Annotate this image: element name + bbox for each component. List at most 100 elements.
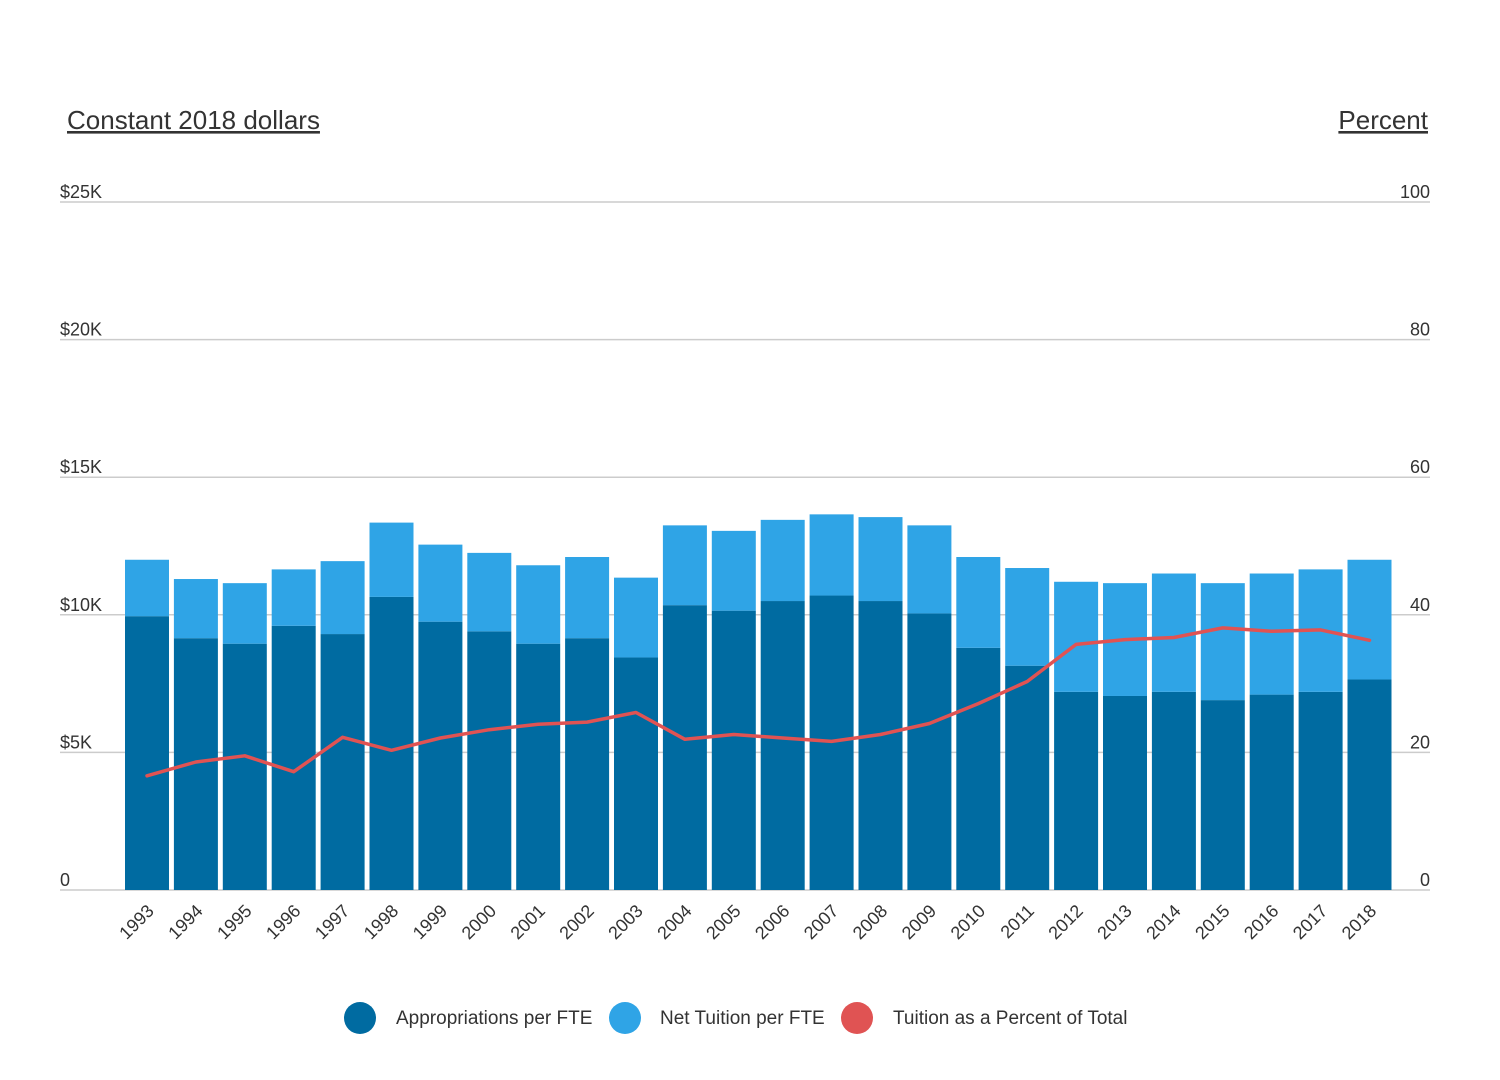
- x-tick-label: 2018: [1338, 901, 1380, 943]
- x-tick-label: 2007: [800, 901, 842, 943]
- bar-net-tuition: [173, 579, 218, 639]
- series-line-tuition-percent: [145, 626, 1372, 778]
- legend-label: Appropriations per FTE: [396, 1008, 592, 1029]
- bar-appropriations: [1151, 691, 1196, 890]
- bar-appropriations: [271, 625, 316, 890]
- legend-swatch: [841, 1002, 873, 1034]
- bar-net-tuition: [1249, 573, 1294, 695]
- legend-label: Tuition as a Percent of Total: [893, 1008, 1127, 1029]
- x-tick-label: 2004: [653, 901, 695, 943]
- bar-net-tuition: [467, 552, 512, 632]
- bar-appropriations: [1347, 679, 1392, 890]
- bar-appropriations: [1298, 691, 1343, 890]
- bar-net-tuition: [565, 557, 610, 639]
- bar-net-tuition: [222, 583, 267, 644]
- x-tick-label: 2012: [1044, 901, 1086, 943]
- legend: Appropriations per FTE Net Tuition per FT…: [344, 1002, 1127, 1034]
- x-tick-label: 1995: [213, 901, 255, 943]
- bar-net-tuition: [858, 517, 903, 602]
- x-tick-label: 2000: [458, 901, 500, 943]
- x-tick-label: 2010: [947, 901, 989, 943]
- x-tick-label: 2009: [898, 901, 940, 943]
- x-tick-label: 1993: [115, 901, 157, 943]
- bar-net-tuition: [662, 525, 707, 606]
- right-tick-label: 40: [1410, 595, 1430, 615]
- bar-net-tuition: [1200, 583, 1245, 701]
- right-axis-title: Percent: [1338, 105, 1428, 135]
- legend-swatch: [609, 1002, 641, 1034]
- x-tick-label: 1994: [164, 901, 206, 943]
- x-tick-label: 2017: [1289, 901, 1331, 943]
- legend-swatch: [344, 1002, 376, 1034]
- bar-net-tuition: [1347, 559, 1392, 680]
- right-tick-label: 20: [1410, 732, 1430, 752]
- bar-appropriations: [907, 613, 952, 890]
- bar-net-tuition: [271, 569, 316, 626]
- bar-appropriations: [858, 601, 903, 890]
- bar-appropriations: [760, 601, 805, 890]
- x-tick-label: 1998: [360, 901, 402, 943]
- bar-appropriations: [1103, 695, 1147, 890]
- bar-net-tuition: [369, 522, 414, 597]
- bar-net-tuition: [125, 559, 169, 617]
- legend-label: Net Tuition per FTE: [660, 1008, 825, 1029]
- left-tick-label: 0: [60, 870, 70, 890]
- x-tick-label: 2005: [702, 901, 744, 943]
- x-tick-label: 2006: [751, 901, 793, 943]
- left-tick-label: $25K: [60, 182, 102, 202]
- bar-appropriations: [222, 643, 267, 890]
- right-tick-label: 60: [1410, 457, 1430, 477]
- bar-appropriations: [467, 631, 512, 890]
- axis-ticks: 0 0 $5K 20 $10K 40 $15K 60 $20K 80 $25K 100: [60, 182, 1430, 890]
- bar-appropriations: [1249, 694, 1294, 890]
- bar-appropriations: [369, 596, 414, 890]
- bar-appropriations: [614, 657, 658, 890]
- bar-appropriations: [662, 605, 707, 890]
- x-tick-label: 2013: [1093, 901, 1135, 943]
- bar-appropriations: [956, 647, 1001, 890]
- bar-net-tuition: [516, 565, 561, 644]
- x-axis-labels: 1993 1994 1995 1996 1997 1998 1999 2000 2001 2002…: [115, 901, 1380, 943]
- bar-net-tuition: [1005, 568, 1050, 666]
- x-tick-label: 2001: [507, 901, 549, 943]
- bar-appropriations: [418, 621, 463, 890]
- x-tick-label: 2015: [1191, 901, 1233, 943]
- bar-net-tuition: [809, 514, 854, 596]
- x-tick-label: 1999: [409, 901, 451, 943]
- x-tick-label: 2016: [1240, 901, 1282, 943]
- bar-net-tuition: [711, 530, 756, 611]
- bar-appropriations: [1200, 700, 1245, 890]
- right-tick-label: 80: [1410, 320, 1430, 340]
- bar-net-tuition: [614, 577, 658, 658]
- bar-appropriations: [320, 634, 365, 890]
- bar-appropriations: [125, 616, 169, 890]
- x-tick-label: 2003: [604, 901, 646, 943]
- bar-net-tuition: [418, 544, 463, 622]
- left-tick-label: $20K: [60, 320, 102, 340]
- bar-net-tuition: [956, 557, 1001, 648]
- bar-appropriations: [565, 638, 610, 890]
- bars: [125, 514, 1392, 890]
- percent-line-group: [145, 626, 1372, 778]
- x-tick-label: 2002: [555, 901, 597, 943]
- bar-net-tuition: [1151, 573, 1196, 692]
- x-tick-label: 2008: [849, 901, 891, 943]
- bar-net-tuition: [907, 525, 952, 614]
- left-tick-label: $10K: [60, 595, 102, 615]
- bar-net-tuition: [320, 561, 365, 635]
- bar-net-tuition: [1054, 581, 1099, 692]
- bar-net-tuition: [760, 519, 805, 602]
- x-tick-label: 2014: [1142, 901, 1184, 943]
- right-tick-label: 0: [1420, 870, 1430, 890]
- right-tick-label: 100: [1400, 182, 1430, 202]
- bar-appropriations: [1054, 691, 1099, 890]
- left-tick-label: $5K: [60, 732, 92, 752]
- x-tick-label: 1997: [311, 901, 353, 943]
- x-tick-label: 2011: [997, 901, 1039, 943]
- left-tick-label: $15K: [60, 457, 102, 477]
- x-tick-label: 1996: [262, 901, 304, 943]
- bar-appropriations: [173, 638, 218, 890]
- bar-appropriations: [516, 643, 561, 890]
- left-axis-title: Constant 2018 dollars: [67, 105, 320, 135]
